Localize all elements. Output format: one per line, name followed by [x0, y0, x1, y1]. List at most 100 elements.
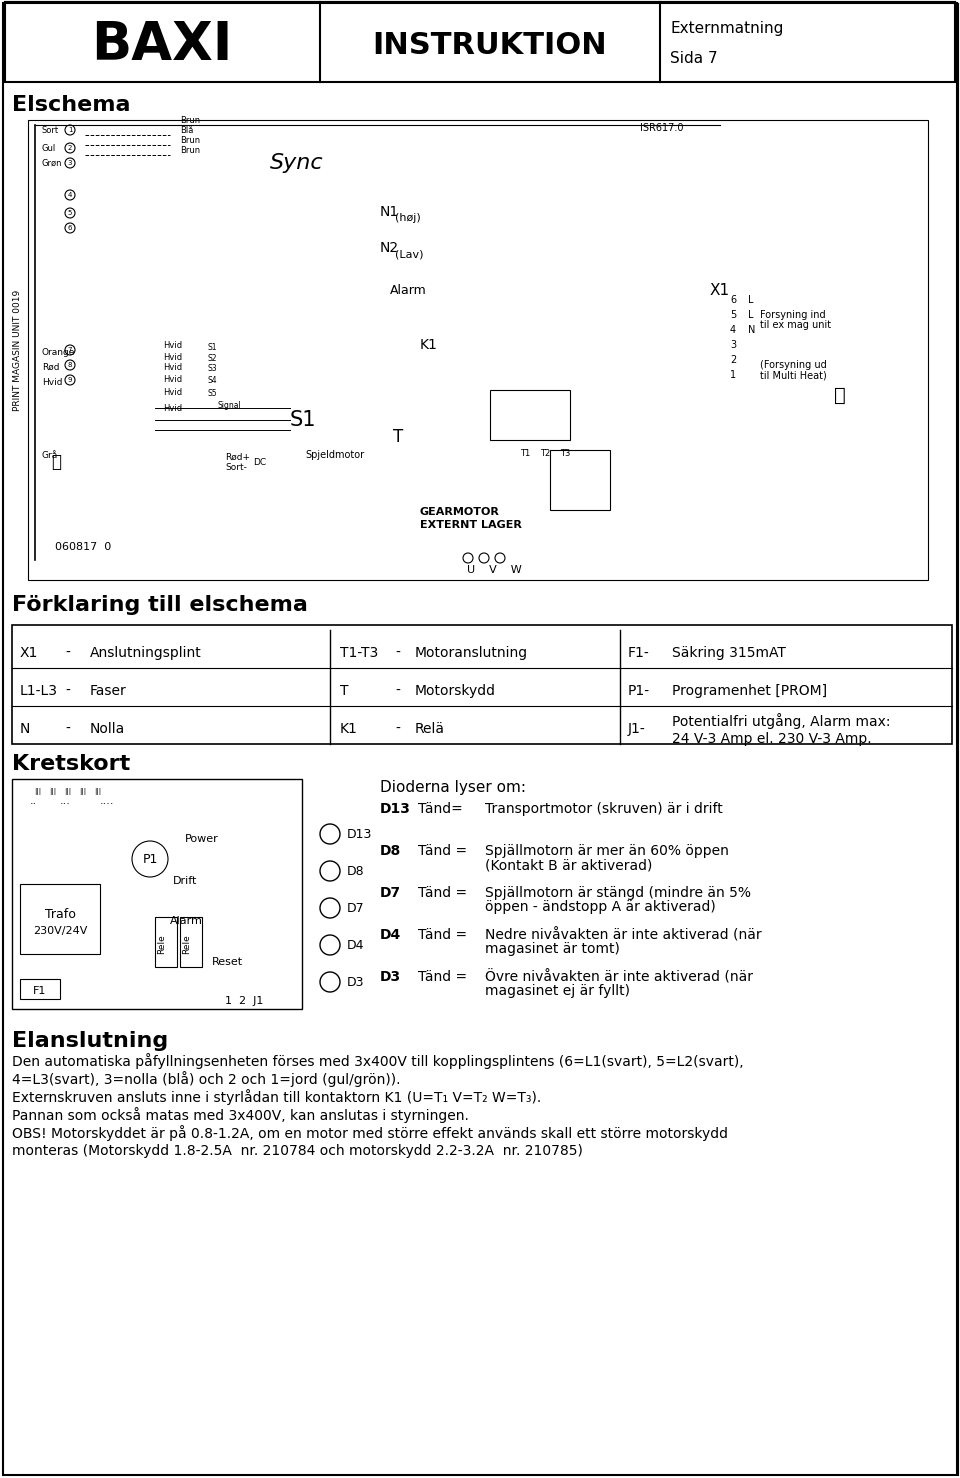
Text: T1: T1 [520, 448, 530, 458]
Text: öppen - ändstopp A är aktiverad): öppen - ändstopp A är aktiverad) [485, 900, 716, 913]
Text: 4=L3(svart), 3=nolla (blå) och 2 och 1=jord (gul/grön)).: 4=L3(svart), 3=nolla (blå) och 2 och 1=j… [12, 1072, 400, 1086]
Text: BAXI: BAXI [91, 19, 232, 71]
Text: 8: 8 [68, 362, 72, 368]
Bar [550, 449, 610, 510]
Text: |||: ||| [49, 788, 57, 795]
Text: T3: T3 [560, 448, 570, 458]
Text: Motorskydd: Motorskydd [415, 684, 496, 698]
Text: T: T [340, 684, 348, 698]
Text: S2: S2 [208, 353, 218, 362]
Text: S1: S1 [290, 409, 317, 430]
Text: Grå: Grå [42, 451, 59, 460]
Text: 5: 5 [68, 210, 72, 216]
Text: Brun: Brun [180, 145, 200, 155]
Text: OBS! Motorskyddet är på 0.8-1.2A, om en motor med större effekt används skall et: OBS! Motorskyddet är på 0.8-1.2A, om en … [12, 1125, 728, 1141]
Text: P1: P1 [142, 853, 157, 866]
Text: -: - [395, 684, 400, 698]
Text: 2: 2 [68, 145, 72, 151]
Text: K1: K1 [420, 338, 438, 352]
Text: Tänd =: Tänd = [418, 844, 468, 859]
Text: |||: ||| [94, 788, 102, 795]
Text: T: T [393, 429, 403, 446]
Text: magasinet ej är fyllt): magasinet ej är fyllt) [485, 984, 630, 998]
Text: (høj): (høj) [395, 213, 420, 223]
Text: INSTRUKTION: INSTRUKTION [372, 31, 608, 59]
Text: D4: D4 [380, 928, 401, 941]
Text: -: - [65, 646, 70, 661]
Text: Alarm: Alarm [170, 916, 203, 927]
Text: |||: ||| [35, 788, 41, 795]
Text: Hvid: Hvid [163, 352, 182, 362]
Text: Spjällmotorn är mer än 60% öppen: Spjällmotorn är mer än 60% öppen [485, 844, 729, 859]
Text: Förklaring till elschema: Förklaring till elschema [12, 596, 308, 615]
Text: Grøn: Grøn [42, 158, 62, 167]
Text: -: - [65, 684, 70, 698]
Text: D13: D13 [347, 828, 372, 841]
Text: Drift: Drift [173, 876, 198, 885]
Bar [20, 884, 100, 953]
Text: Spjeldmotor: Spjeldmotor [305, 449, 364, 460]
Text: PRINT MAGASIN UNIT 0019: PRINT MAGASIN UNIT 0019 [13, 290, 22, 411]
Text: Externskruven ansluts inne i styrlådan till kontaktorn K1 (U=T₁ V=T₂ W=T₃).: Externskruven ansluts inne i styrlådan t… [12, 1089, 541, 1106]
Text: 6: 6 [68, 225, 72, 231]
Text: -: - [395, 721, 400, 736]
Text: |||: ||| [64, 788, 72, 795]
Text: N1: N1 [380, 205, 399, 219]
Text: til Multi Heat): til Multi Heat) [760, 370, 827, 380]
Text: Hvid: Hvid [163, 362, 182, 371]
Text: magasinet är tomt): magasinet är tomt) [485, 941, 620, 956]
Text: -: - [65, 721, 70, 736]
Text: monteras (Motorskydd 1.8-2.5A  nr. 210784 och motorskydd 2.2-3.2A  nr. 210785): monteras (Motorskydd 1.8-2.5A nr. 210784… [12, 1144, 583, 1157]
Text: X1: X1 [20, 646, 38, 661]
Text: 1: 1 [68, 127, 72, 133]
Text: Sida 7: Sida 7 [670, 50, 718, 65]
Text: Relä: Relä [415, 721, 445, 736]
Text: Trafo: Trafo [44, 907, 76, 921]
Text: Rød: Rød [42, 362, 60, 371]
Text: Hvid: Hvid [163, 387, 182, 396]
Text: Tänd=: Tänd= [418, 803, 463, 816]
Text: Programenhet [PROM]: Programenhet [PROM] [672, 684, 828, 698]
Text: L: L [748, 310, 754, 321]
Text: (Lav): (Lav) [395, 248, 423, 259]
Text: Spjällmotorn är stängd (mindre än 5%: Spjällmotorn är stängd (mindre än 5% [485, 885, 751, 900]
Text: Potentialfri utgång, Alarm max:: Potentialfri utgång, Alarm max: [672, 712, 891, 729]
Text: Forsyning ind: Forsyning ind [760, 310, 826, 321]
Text: ⏚: ⏚ [834, 386, 846, 405]
Text: |||: ||| [80, 788, 86, 795]
Text: Dioderna lyser om:: Dioderna lyser om: [380, 779, 526, 795]
Text: 7: 7 [68, 347, 72, 353]
Text: D3: D3 [347, 975, 365, 989]
Text: Hvid: Hvid [163, 340, 182, 349]
Text: DC: DC [253, 458, 266, 467]
Text: U    V    W: U V W [467, 565, 521, 575]
Text: D4: D4 [347, 939, 365, 952]
Text: S1: S1 [208, 343, 218, 352]
Text: Tänd =: Tänd = [418, 970, 468, 984]
Text: Blå: Blå [180, 126, 193, 134]
Text: F1: F1 [34, 986, 47, 996]
Text: Rød+: Rød+ [225, 452, 250, 461]
Text: Kretskort: Kretskort [12, 754, 131, 774]
Text: D3: D3 [380, 970, 401, 984]
Text: D7: D7 [347, 902, 365, 915]
Text: Reset: Reset [212, 956, 243, 967]
Text: 3: 3 [730, 340, 736, 350]
Text: Den automatiska påfyllningsenheten förses med 3x400V till kopplingsplintens (6=L: Den automatiska påfyllningsenheten förse… [12, 1052, 744, 1069]
Text: (Forsyning ud: (Forsyning ud [760, 361, 827, 370]
Text: ....: .... [100, 797, 114, 806]
Bar [490, 390, 570, 440]
Text: Rele: Rele [182, 934, 191, 953]
Text: 6: 6 [730, 296, 736, 304]
Text: Tänd =: Tänd = [418, 928, 468, 941]
Text: 4: 4 [68, 192, 72, 198]
Text: Sort-: Sort- [225, 463, 247, 471]
Text: T2: T2 [540, 448, 550, 458]
Text: F1-: F1- [628, 646, 650, 661]
Text: ISR617.0: ISR617.0 [640, 123, 684, 133]
Text: 060817  0: 060817 0 [55, 542, 111, 551]
Text: Nedre nivåvakten är inte aktiverad (när: Nedre nivåvakten är inte aktiverad (när [485, 928, 761, 943]
Text: Sort: Sort [42, 126, 60, 134]
Text: til ex mag unit: til ex mag unit [760, 321, 831, 330]
Text: Motoranslutning: Motoranslutning [415, 646, 528, 661]
